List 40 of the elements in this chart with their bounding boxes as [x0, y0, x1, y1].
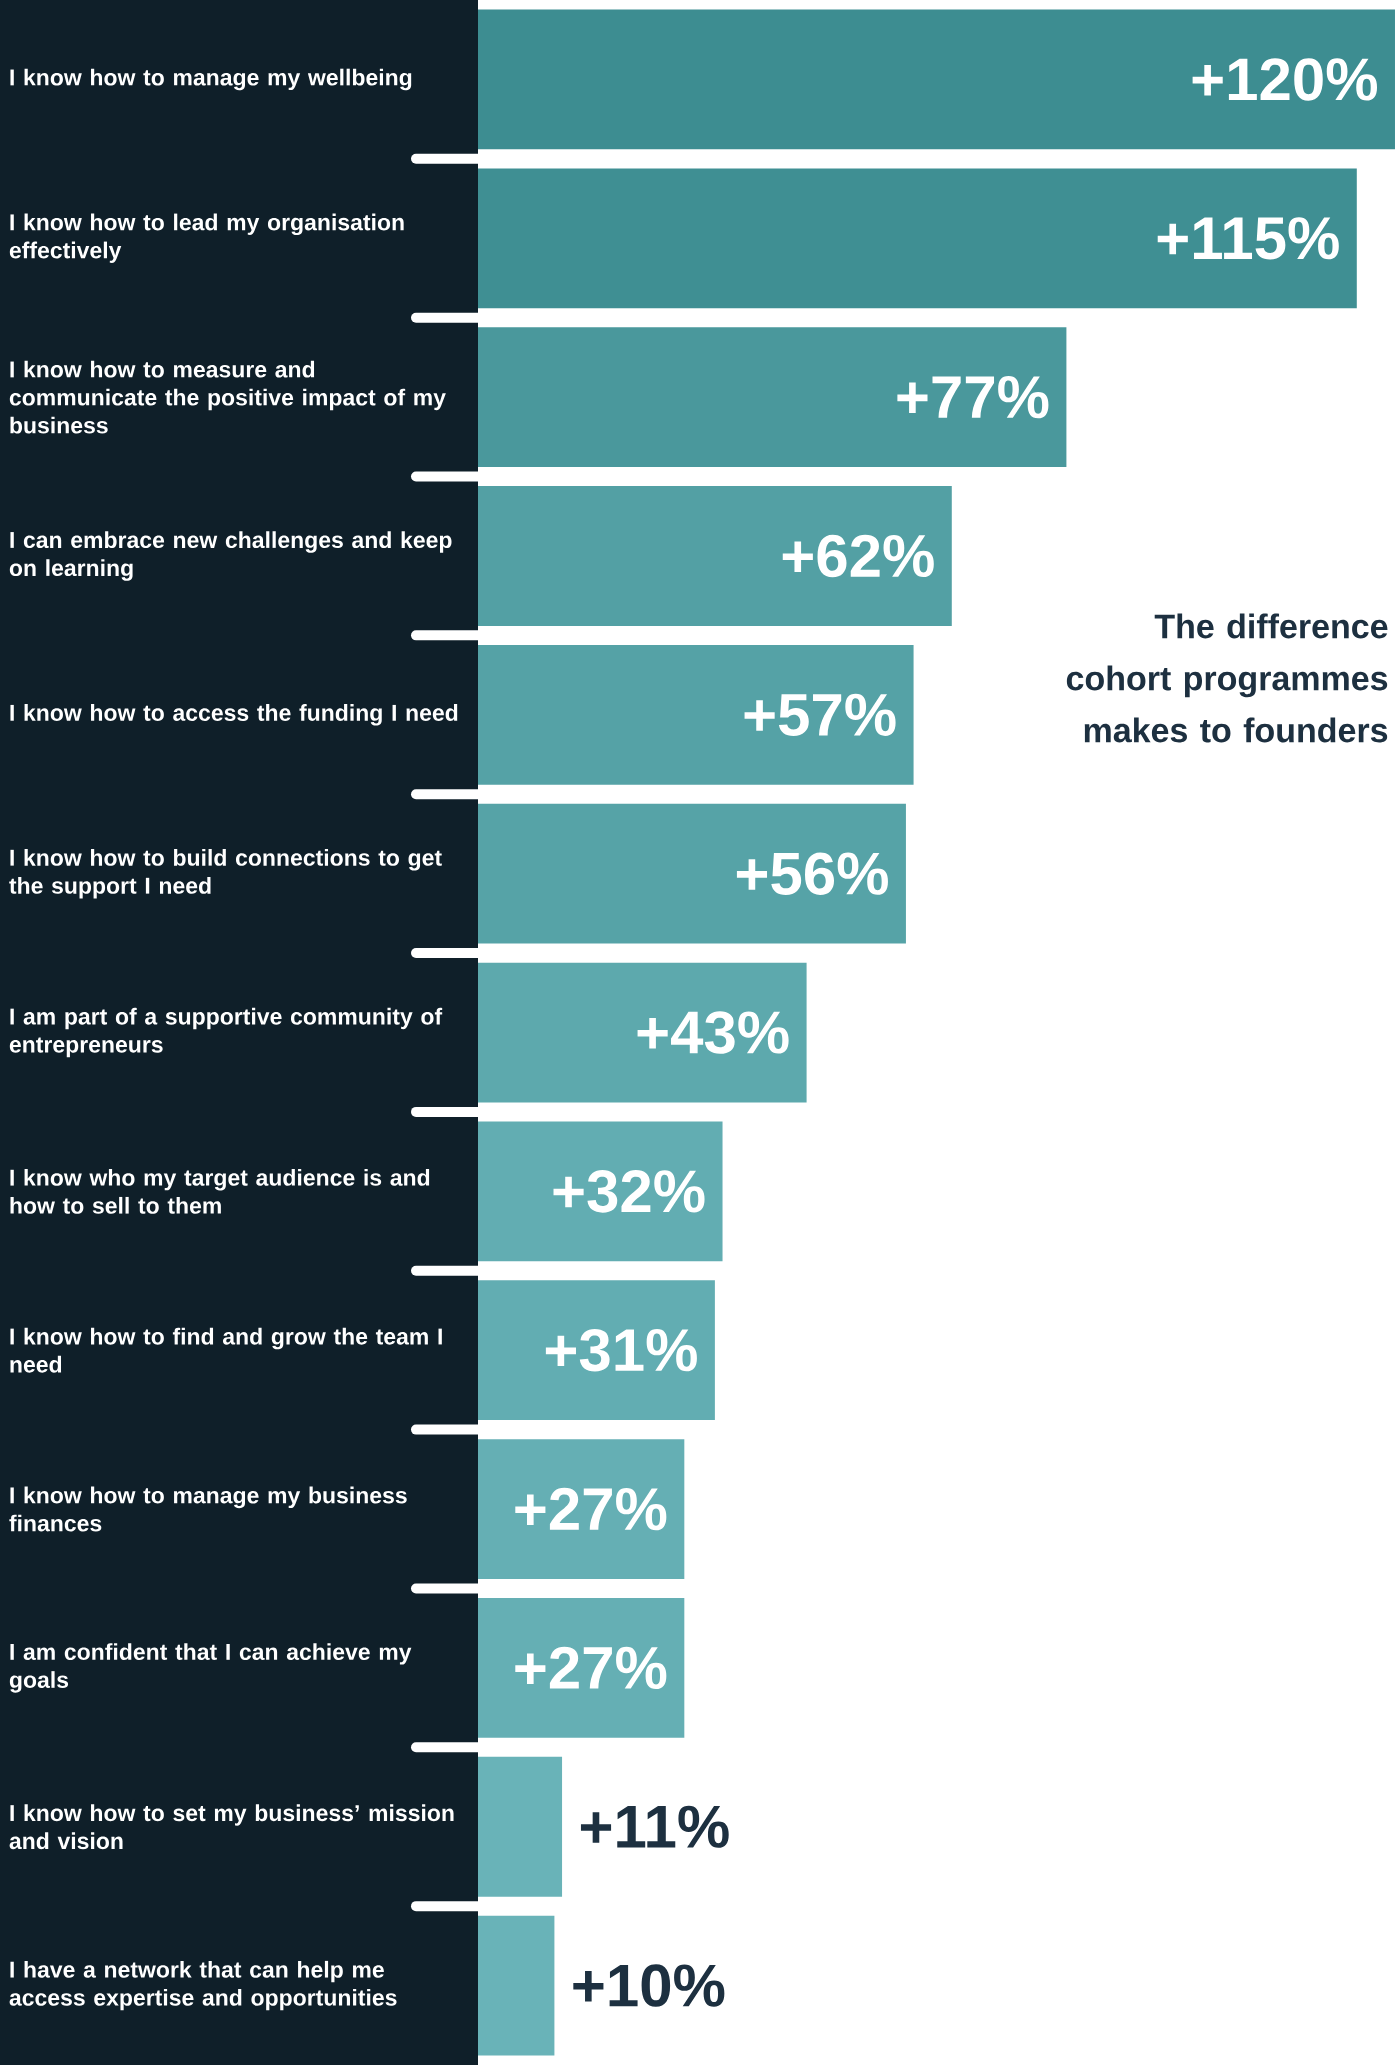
data-label: +27% [515, 1487, 667, 1531]
data-label: +43% [637, 1011, 789, 1054]
bar [477, 1598, 685, 1738]
data-label: +62% [782, 534, 934, 578]
bar [477, 644, 914, 785]
y-tick-label: I know how to access the funding I need [10, 704, 458, 726]
data-label: +120% [1192, 58, 1378, 101]
y-tick-label: I know how to find and grow the team I need [10, 1327, 442, 1373]
data-label: +11% [580, 1805, 729, 1848]
y-tick-label: I know how to manage my business finances [9, 1486, 407, 1532]
data-label: +115% [1157, 217, 1339, 260]
data-label: +56% [736, 852, 888, 895]
y-tick-label: I am confident that I can achieve my goals [9, 1643, 412, 1693]
data-label: +10% [573, 1964, 725, 2007]
y-tick-label: I am part of a supportive community of entrepreneurs [9, 1007, 443, 1058]
bar [477, 327, 1067, 468]
data-label: +77% [897, 376, 1049, 419]
y-tick-label: I can embrace new challenges and keep on learning [9, 531, 452, 581]
y-tick-label: I know how to measure and communicate the positive impact of my business [9, 360, 446, 434]
text: The difference cohort programmes makes to founders [1066, 613, 1388, 743]
bar [477, 1915, 555, 2056]
y-tick-label: I know how to build connections to get the support I need [9, 848, 442, 899]
y-tick-label: I know how to set my business’ mission and vision [9, 1804, 454, 1850]
y-tick-label: I know how to lead my organisation effectively [9, 213, 404, 264]
bar [477, 803, 906, 944]
data-label: +32% [553, 1170, 705, 1213]
bar [477, 1439, 685, 1579]
y-tick-label: I know how to manage my wellbeing [10, 68, 412, 91]
bar [477, 1121, 723, 1262]
data-label: +57% [744, 693, 896, 737]
data-label: +27% [515, 1646, 667, 1690]
y-tick-label: I know who my target audience is and how to sell to them [10, 1168, 430, 1214]
bar [477, 962, 807, 1103]
data-label: +31% [545, 1328, 697, 1372]
bar [477, 486, 952, 626]
bar [477, 1280, 715, 1421]
bar [477, 168, 1357, 309]
y-tick-label: I have a network that can help me access expertise and opportunities [9, 1960, 397, 2011]
bar [477, 9, 1395, 150]
bar [477, 1756, 563, 1897]
